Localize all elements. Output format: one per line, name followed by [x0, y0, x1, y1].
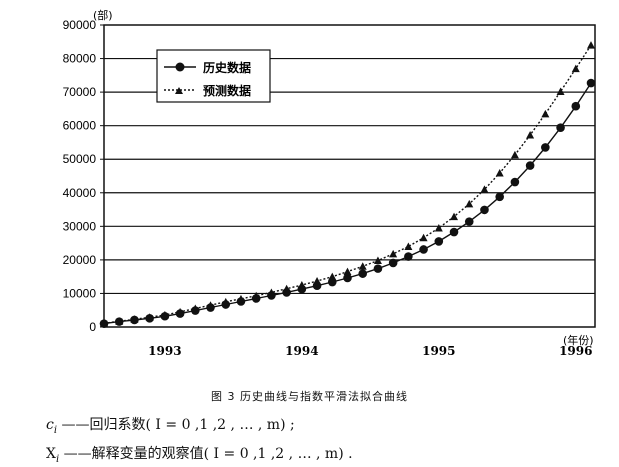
- series-line: [103, 82, 592, 325]
- data-point: [587, 41, 595, 49]
- x-axis-ticks: 1993 1994 1995 1996: [148, 344, 592, 358]
- data-point: [465, 199, 474, 208]
- data-point: [358, 269, 368, 278]
- data-point: [252, 291, 261, 300]
- data-point: [130, 315, 139, 323]
- data-point: [541, 109, 550, 118]
- x-tick-label: 1995: [422, 344, 455, 358]
- data-point: [480, 205, 489, 215]
- y-tick-label: 20000: [63, 253, 97, 267]
- data-point: [221, 297, 230, 306]
- legend-label-forecast: 预测数据: [203, 83, 251, 98]
- x-tick-label: 1993: [148, 344, 181, 358]
- legend-marker-forecast: [175, 87, 183, 94]
- chart: 0 10000 20000 30000 40000 50000 60000 70000 8000…: [63, 8, 596, 358]
- legend-marker-historical: [175, 62, 185, 72]
- y-axis-ticks: 0 10000 20000 30000 40000 50000 60000 70000 8000…: [63, 18, 104, 334]
- data-point: [525, 161, 535, 170]
- legend: 历史数据 预测数据: [156, 49, 271, 103]
- legend-label-historical: 历史数据: [203, 60, 251, 75]
- data-point: [145, 313, 154, 321]
- data-point: [419, 245, 428, 254]
- note-c-subscript: i: [53, 424, 58, 436]
- data-point: [343, 267, 352, 276]
- note-x-definition: Xi ——解释变量的观察值( I = 0 ,1 ,2 , … , m) .: [46, 443, 353, 465]
- y-tick-label: 90000: [63, 18, 97, 32]
- data-point: [464, 217, 474, 226]
- data-point: [404, 242, 413, 250]
- data-point: [480, 185, 489, 193]
- note-c-text: ——回归系数( I = 0 ,1 ,2 , … , m) ;: [57, 417, 295, 433]
- y-axis-unit: (部): [93, 8, 113, 22]
- data-point: [267, 288, 276, 296]
- data-point: [313, 277, 322, 285]
- y-tick-label: 30000: [63, 219, 97, 233]
- x-tick-label: 1994: [285, 344, 318, 358]
- data-point: [191, 304, 200, 313]
- series-forecast: [100, 41, 595, 327]
- y-tick-label: 40000: [63, 186, 97, 200]
- data-point: [556, 87, 565, 95]
- data-point: [419, 233, 428, 242]
- y-tick-label: 70000: [63, 85, 97, 99]
- note-x-text: ——解释变量的观察值( I = 0 ,1 ,2 , … , m) .: [59, 446, 353, 462]
- x-axis-unit: (年份): [563, 333, 594, 347]
- data-point: [115, 317, 124, 325]
- x-tick-label: 1996: [559, 344, 592, 358]
- data-point: [510, 177, 520, 187]
- y-tick-label: 80000: [63, 52, 97, 66]
- data-point: [176, 307, 185, 316]
- data-point: [206, 301, 215, 309]
- data-point: [571, 101, 581, 111]
- data-point: [434, 237, 444, 246]
- data-point: [389, 249, 398, 258]
- data-point: [586, 78, 596, 88]
- data-point: [358, 262, 367, 270]
- y-tick-label: 10000: [63, 286, 97, 300]
- note-x-symbol: X: [46, 446, 56, 462]
- data-point: [328, 272, 337, 281]
- data-point: [100, 319, 108, 327]
- data-point: [449, 227, 459, 237]
- data-point: [571, 64, 580, 73]
- data-point: [373, 264, 383, 273]
- figure-caption: 图 3 历史曲线与指数平滑法拟合曲线: [211, 390, 408, 403]
- data-point: [541, 143, 550, 152]
- data-point: [404, 252, 413, 261]
- data-point: [297, 281, 306, 289]
- y-tick-label: 0: [89, 320, 96, 334]
- y-tick-label: 50000: [63, 152, 97, 166]
- data-point: [373, 256, 382, 265]
- series-layer: [99, 41, 596, 328]
- data-point: [160, 310, 169, 319]
- data-point: [282, 284, 291, 293]
- y-tick-label: 60000: [63, 119, 97, 133]
- data-point: [510, 150, 519, 159]
- data-point: [556, 123, 565, 132]
- series-historical: [99, 78, 596, 328]
- note-c-definition: ci ——回归系数( I = 0 ,1 ,2 , … , m) ;: [46, 414, 295, 436]
- data-point: [343, 273, 352, 283]
- line-chart: 0 10000 20000 30000 40000 50000 60000 70000 8000…: [63, 8, 596, 358]
- data-point: [526, 131, 535, 139]
- plot-frame: [103, 24, 596, 328]
- data-point: [450, 212, 459, 221]
- data-point: [495, 168, 504, 177]
- data-point: [434, 224, 443, 232]
- note-c-symbol: c: [46, 417, 54, 433]
- note-x-subscript: i: [55, 453, 60, 465]
- data-point: [495, 192, 504, 202]
- data-point: [236, 294, 245, 303]
- data-point: [388, 258, 398, 268]
